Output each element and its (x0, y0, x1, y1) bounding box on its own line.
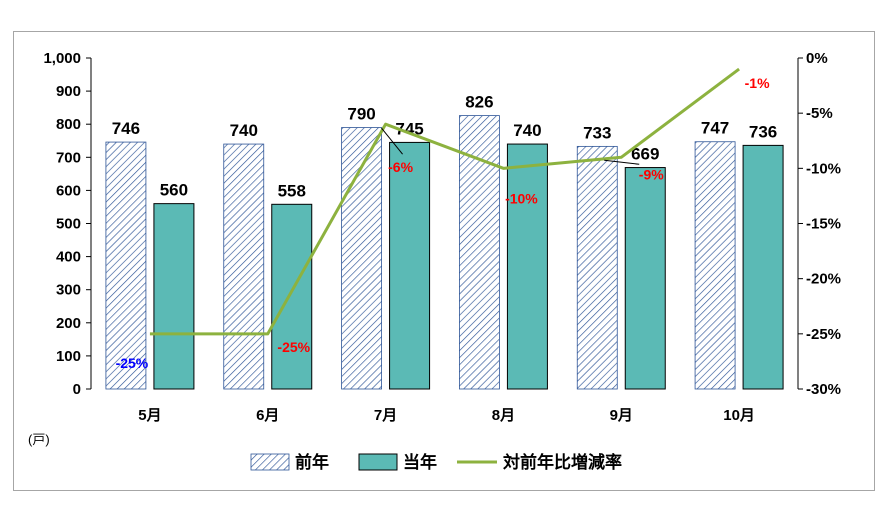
legend-swatch-current-year (358, 453, 398, 471)
y-left-tick-label: 200 (56, 315, 81, 332)
bar-label-prev-year: 733 (583, 123, 611, 142)
y-left-tick-label: 0 (73, 381, 81, 398)
x-tick-label: 7月 (374, 407, 397, 424)
y-left-unit-label: (戸) (28, 432, 50, 447)
y-right-tick-label: -30% (806, 381, 841, 398)
bar-prev-year (341, 127, 382, 390)
bar-current-year (271, 203, 313, 390)
y-right-tick-label: 0% (806, 50, 828, 67)
y-right-tick-label: -10% (806, 160, 841, 177)
bar-label-prev-year: 790 (347, 105, 375, 124)
bar-current-year (742, 144, 784, 390)
rate-label: -6% (388, 159, 413, 175)
bar-label-current-year: 740 (513, 121, 541, 140)
y-left-tick-label: 400 (56, 249, 81, 266)
y-left-tick-label: 100 (56, 348, 81, 365)
rate-label-leader (381, 127, 403, 155)
bar-current-year (624, 167, 666, 390)
bar-current-year (506, 143, 548, 390)
bar-label-prev-year: 747 (701, 119, 729, 138)
bar-label-prev-year: 746 (112, 119, 140, 138)
y-left-tick-label: 500 (56, 216, 81, 233)
rate-label: -9% (639, 166, 664, 182)
legend-label-rate: 対前年比増減率 (502, 452, 622, 472)
rate-line (149, 67, 740, 336)
x-tick-label: 10月 (723, 407, 755, 424)
y-right-tick-label: -25% (806, 326, 841, 343)
rate-label-leader (604, 159, 640, 165)
y-right-tick-label: -20% (806, 271, 841, 288)
x-tick-label: 8月 (492, 407, 515, 424)
chart-frame: 0 100 200 300 400 500 600 700 800 900 1,000 -30% -25… (13, 31, 875, 491)
bar-label-current-year: 669 (631, 145, 659, 164)
x-tick-label: 5月 (138, 407, 161, 424)
bar-label-current-year: 736 (749, 122, 777, 141)
bar-label-prev-year: 826 (465, 93, 493, 112)
bar-prev-year (459, 115, 500, 390)
bar-label-current-year: 745 (395, 119, 423, 138)
bar-prev-year (694, 141, 736, 390)
bar-current-year (389, 141, 431, 390)
y-right-tick-label: -5% (806, 105, 833, 122)
rate-label: -10% (505, 190, 538, 206)
bar-current-year (153, 203, 195, 390)
bar-label-prev-year: 740 (230, 121, 258, 140)
bar-prev-year (576, 145, 618, 390)
combo-chart: 0 100 200 300 400 500 600 700 800 900 1,000 -30% -25… (28, 50, 841, 472)
legend-swatch-prev-year (250, 453, 290, 471)
bar-label-current-year: 560 (160, 181, 188, 200)
y-left-tick-label: 900 (56, 83, 81, 100)
rate-label: -1% (745, 75, 770, 91)
bar-prev-year (223, 143, 265, 390)
bar-label-current-year: 558 (278, 181, 306, 200)
y-left-tick-label: 300 (56, 282, 81, 299)
rate-label: -25% (277, 339, 310, 355)
x-tick-label: 9月 (610, 407, 633, 424)
rate-label: -25% (116, 355, 149, 371)
y-left-tick-label: 800 (56, 116, 81, 133)
bar-prev-year (105, 141, 147, 390)
y-left-tick-label: 700 (56, 149, 81, 166)
legend-label-current-year: 当年 (403, 452, 437, 472)
y-right-tick-label: -15% (806, 216, 841, 233)
y-left-tick-label: 1,000 (43, 50, 81, 67)
legend-label-prev-year: 前年 (295, 452, 329, 472)
y-left-tick-label: 600 (56, 182, 81, 199)
x-tick-label: 6月 (256, 407, 279, 424)
